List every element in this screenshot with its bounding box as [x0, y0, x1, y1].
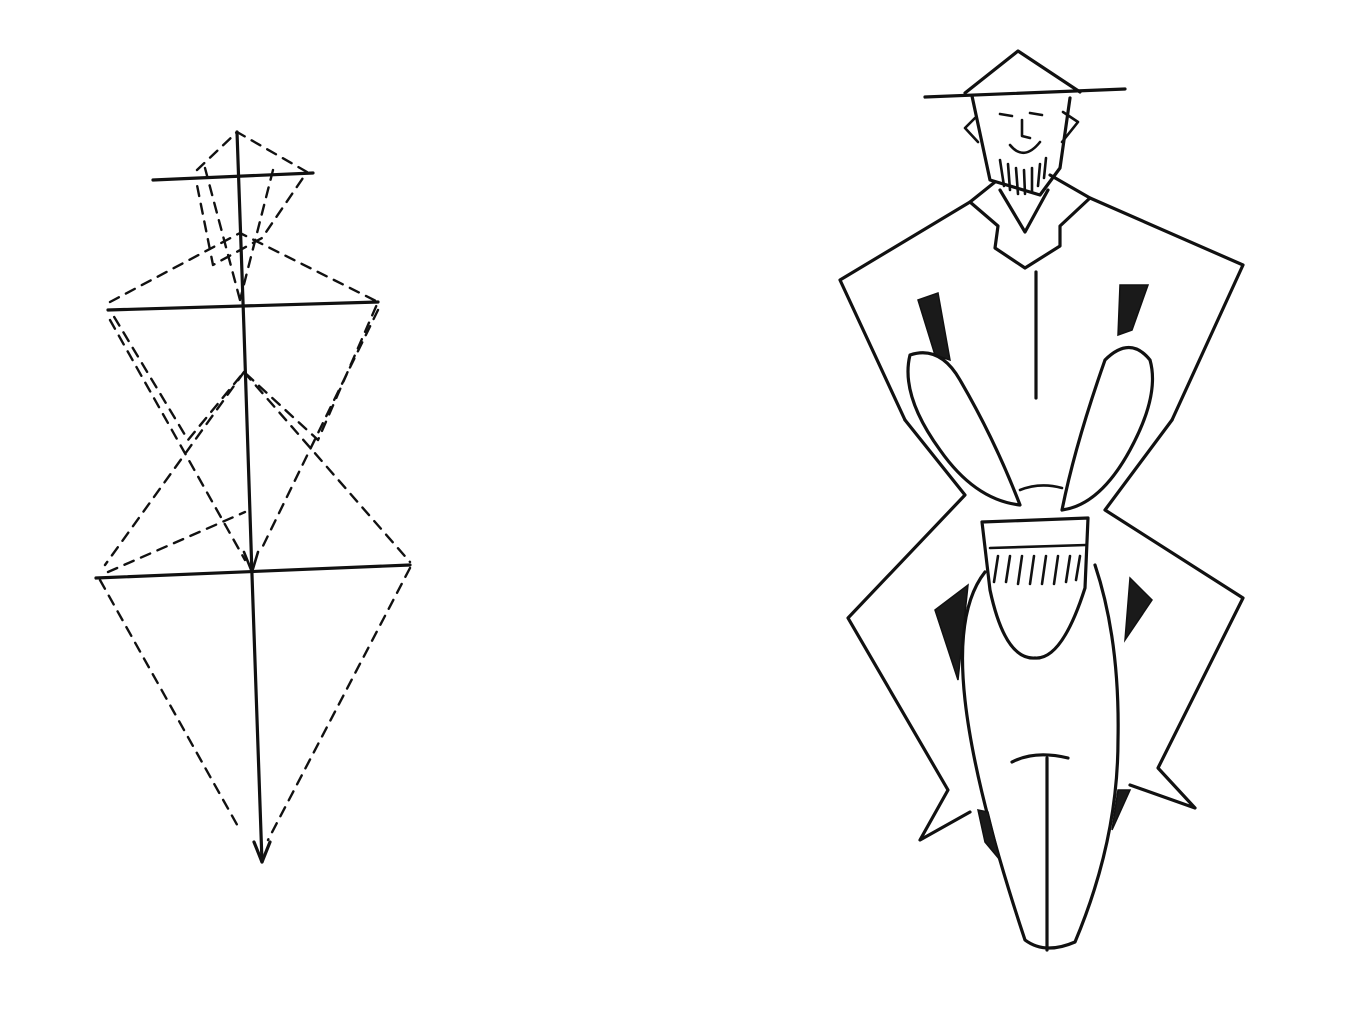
hip-horizontal-line: [94, 563, 412, 580]
upper-body-construction: [108, 231, 380, 442]
left-ear: [963, 116, 980, 144]
right-leg: [1103, 418, 1245, 810]
left-leg: [846, 418, 972, 842]
beard: [998, 156, 1048, 196]
right-donkey-ear: [1060, 345, 1155, 512]
hat-brim: [923, 87, 1127, 99]
right-hoof-shadow: [1111, 789, 1132, 831]
construction-diagram: [94, 130, 412, 864]
collar: [968, 173, 1092, 270]
top-horizontal-line: [151, 171, 315, 182]
left-donkey-ear: [906, 351, 1022, 507]
shoulder-horizontal-line: [106, 300, 380, 312]
head-construction: [195, 130, 309, 302]
torso-construction: [103, 308, 412, 574]
saddle-fringe: [988, 543, 1088, 586]
left-shadow: [917, 292, 951, 362]
left-hoof-shadow: [977, 809, 1001, 861]
right-body-shadow: [1124, 576, 1153, 643]
nose: [1020, 118, 1032, 140]
right-eye: [1028, 111, 1044, 117]
right-shadow: [1117, 284, 1150, 337]
mouth: [1008, 140, 1042, 155]
face-outline: [970, 94, 1072, 197]
left-eye: [998, 112, 1014, 118]
donkey-muzzle: [1010, 753, 1070, 764]
right-ear: [1060, 110, 1080, 144]
vertical-axis: [235, 130, 264, 864]
leg-construction: [98, 566, 412, 842]
donkey-forehead: [1018, 484, 1064, 492]
rider-on-donkey-drawing: [838, 49, 1245, 952]
hat-crown: [963, 49, 1082, 95]
donkey-head: [960, 563, 1120, 950]
left-body-shadow: [934, 583, 969, 681]
axis-arrow-icon: [252, 840, 272, 864]
poncho-outline: [838, 196, 1245, 422]
saddle-bag-top: [980, 516, 1090, 660]
